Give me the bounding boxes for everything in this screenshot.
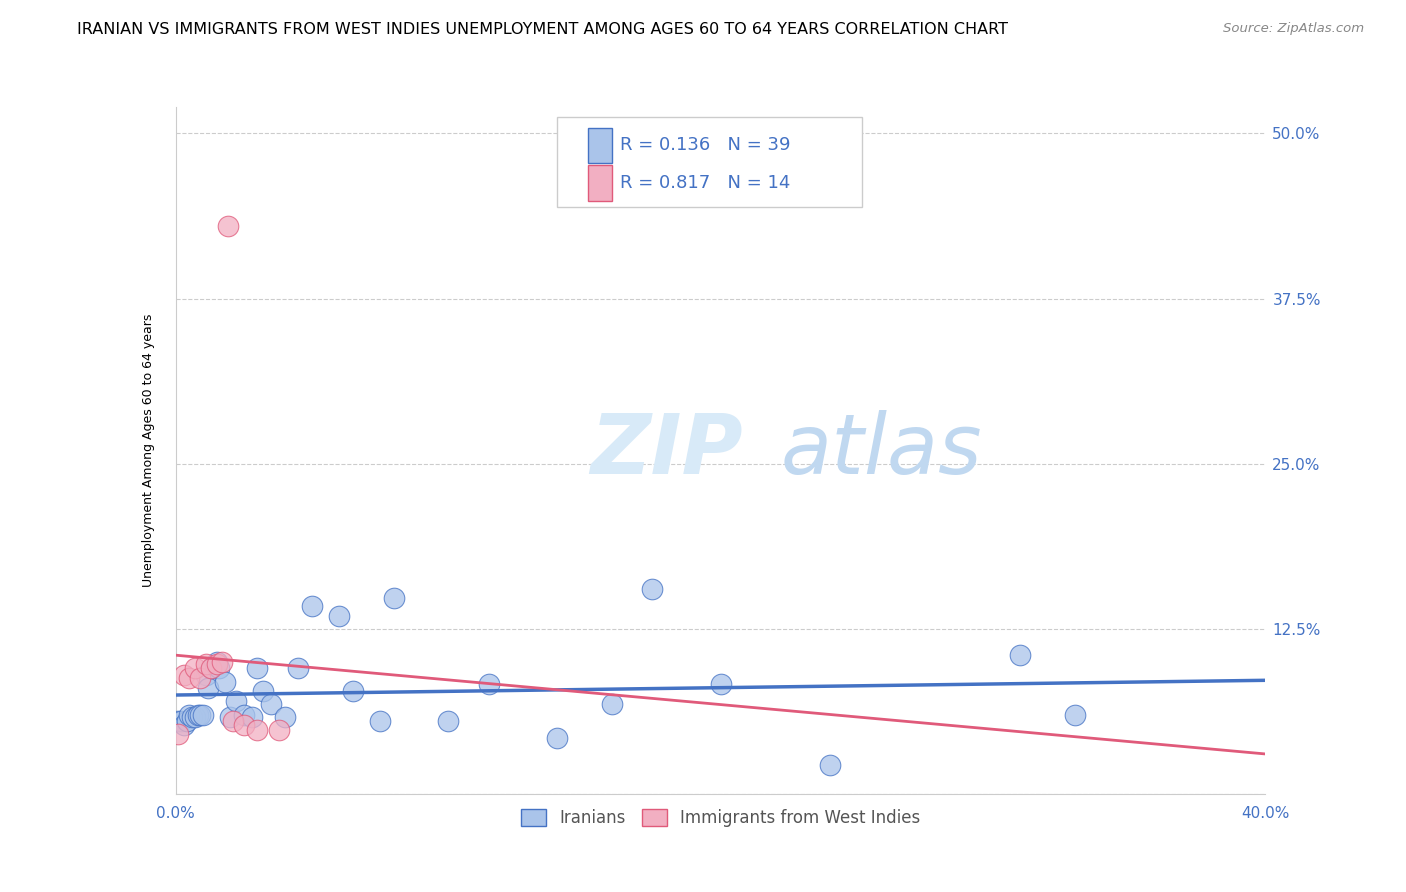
Point: [200, 661, 222, 675]
Point: [342, 683, 364, 698]
Point: [211, 655, 233, 669]
FancyBboxPatch shape: [557, 118, 862, 207]
Point: [194, 668, 217, 682]
Text: ZIP: ZIP: [591, 410, 742, 491]
Point: [246, 723, 269, 738]
Point: [478, 677, 501, 691]
Point: [179, 671, 201, 685]
Point: [546, 731, 568, 746]
Point: [287, 661, 309, 675]
Point: [194, 657, 217, 672]
Point: [173, 668, 195, 682]
Text: Source: ZipAtlas.com: Source: ZipAtlas.com: [1223, 22, 1364, 36]
Y-axis label: Unemployment Among Ages 60 to 64 years: Unemployment Among Ages 60 to 64 years: [142, 314, 155, 587]
Point: [269, 723, 291, 738]
Point: [179, 707, 201, 722]
Point: [641, 582, 664, 596]
Point: [437, 714, 460, 729]
Point: [252, 683, 274, 698]
Point: [710, 677, 733, 691]
Text: R = 0.817   N = 14: R = 0.817 N = 14: [620, 174, 790, 192]
Point: [170, 714, 193, 729]
Text: atlas: atlas: [780, 410, 983, 491]
FancyBboxPatch shape: [588, 165, 612, 201]
Point: [176, 714, 198, 729]
Point: [205, 657, 228, 672]
FancyBboxPatch shape: [588, 128, 612, 163]
Text: R = 0.136   N = 39: R = 0.136 N = 39: [620, 136, 790, 154]
Point: [167, 714, 190, 729]
Point: [818, 757, 841, 772]
Point: [1063, 707, 1085, 722]
Point: [301, 599, 323, 614]
Point: [200, 661, 222, 675]
Point: [232, 718, 254, 732]
Point: [184, 710, 207, 724]
Point: [184, 661, 207, 675]
Point: [600, 697, 623, 711]
Point: [1010, 648, 1032, 663]
Point: [368, 714, 391, 729]
Point: [208, 661, 231, 675]
Point: [246, 661, 269, 675]
Point: [225, 694, 247, 708]
Point: [382, 591, 405, 606]
Point: [328, 608, 350, 623]
Point: [240, 710, 263, 724]
Point: [274, 710, 297, 724]
Text: IRANIAN VS IMMIGRANTS FROM WEST INDIES UNEMPLOYMENT AMONG AGES 60 TO 64 YEARS CO: IRANIAN VS IMMIGRANTS FROM WEST INDIES U…: [77, 22, 1008, 37]
Legend: Iranians, Immigrants from West Indies: Iranians, Immigrants from West Indies: [515, 802, 927, 834]
Point: [217, 219, 239, 233]
Point: [167, 727, 190, 741]
Point: [219, 710, 242, 724]
Point: [173, 718, 195, 732]
Point: [260, 697, 283, 711]
Point: [205, 655, 228, 669]
Point: [197, 681, 219, 696]
Point: [222, 714, 245, 729]
Point: [191, 707, 214, 722]
Point: [232, 707, 254, 722]
Point: [186, 707, 209, 722]
Point: [188, 707, 211, 722]
Point: [214, 674, 236, 689]
Point: [188, 671, 211, 685]
Point: [181, 710, 204, 724]
